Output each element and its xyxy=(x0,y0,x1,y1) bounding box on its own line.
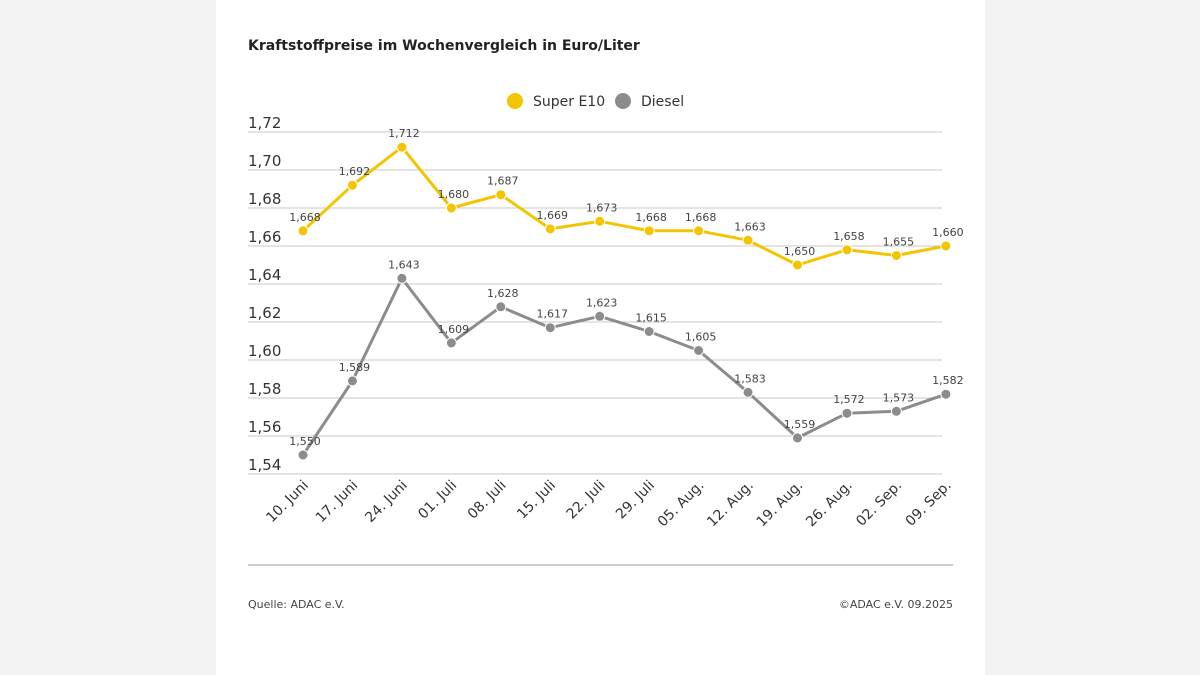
data-point xyxy=(742,234,754,246)
x-tick-label: 29. Juli xyxy=(613,478,658,523)
data-label: 1,609 xyxy=(438,323,470,336)
data-point xyxy=(544,223,556,235)
data-point xyxy=(445,202,457,214)
data-point xyxy=(495,189,507,201)
x-tick-label: 05. Aug. xyxy=(655,478,708,531)
y-tick-label: 1,68 xyxy=(248,190,281,208)
source-note: Quelle: ADAC e.V. xyxy=(248,598,345,611)
data-point xyxy=(841,407,853,419)
data-label: 1,668 xyxy=(635,211,667,224)
legend-marker xyxy=(507,93,523,109)
data-label: 1,660 xyxy=(932,226,964,239)
x-tick-label: 12. Aug. xyxy=(704,478,757,531)
chart-title: Kraftstoffpreise im Wochenvergleich in E… xyxy=(248,38,640,54)
data-label: 1,680 xyxy=(438,188,470,201)
y-tick-label: 1,62 xyxy=(248,304,281,322)
data-point xyxy=(940,388,952,400)
y-tick-label: 1,64 xyxy=(248,266,281,284)
data-point xyxy=(792,432,803,444)
data-label: 1,643 xyxy=(388,258,420,271)
y-tick-label: 1,70 xyxy=(248,152,281,170)
data-label: 1,583 xyxy=(734,372,766,385)
data-point xyxy=(643,225,655,237)
data-point xyxy=(890,250,902,261)
data-label: 1,687 xyxy=(487,175,519,188)
y-tick-label: 1,66 xyxy=(248,228,281,246)
data-point xyxy=(396,141,408,153)
data-label: 1,650 xyxy=(784,245,816,258)
data-label: 1,669 xyxy=(537,209,569,222)
data-point xyxy=(544,322,556,334)
data-point xyxy=(841,244,853,256)
data-point xyxy=(792,259,803,271)
data-label: 1,663 xyxy=(734,220,766,233)
x-tick-label: 10. Juni xyxy=(263,478,311,526)
data-point xyxy=(594,215,606,227)
data-label: 1,668 xyxy=(685,211,717,224)
y-tick-label: 1,60 xyxy=(248,342,281,360)
x-tick-label: 24. Juni xyxy=(362,478,410,526)
data-point xyxy=(594,310,606,322)
copyright-note: ©ADAC e.V. 09.2025 xyxy=(838,598,953,611)
data-label: 1,572 xyxy=(833,393,865,406)
chart-card xyxy=(216,0,985,675)
x-tick-label: 01. Juli xyxy=(415,478,460,523)
data-point xyxy=(297,449,309,461)
data-point xyxy=(643,326,655,337)
data-point xyxy=(297,225,309,237)
data-label: 1,628 xyxy=(487,287,519,300)
data-label: 1,559 xyxy=(784,418,816,431)
data-label: 1,712 xyxy=(388,127,420,140)
legend-label: Diesel xyxy=(641,94,684,110)
x-tick-label: 02. Sep. xyxy=(853,478,905,530)
data-point xyxy=(890,405,902,417)
y-tick-label: 1,54 xyxy=(248,456,281,474)
data-label: 1,623 xyxy=(586,296,618,309)
series-line xyxy=(301,145,947,267)
y-tick-label: 1,56 xyxy=(248,418,281,436)
x-tick-label: 22. Juli xyxy=(564,478,609,523)
y-tick-label: 1,58 xyxy=(248,380,281,398)
data-point xyxy=(742,386,754,398)
x-tick-label: 09. Sep. xyxy=(903,478,955,530)
data-label: 1,655 xyxy=(883,236,915,249)
data-point xyxy=(396,272,408,284)
data-label: 1,668 xyxy=(289,211,321,224)
data-point xyxy=(693,345,705,356)
data-label: 1,573 xyxy=(883,391,915,404)
x-tick-label: 15. Juli xyxy=(514,478,559,523)
x-tick-label: 19. Aug. xyxy=(754,478,807,531)
data-point xyxy=(346,375,358,387)
data-label: 1,617 xyxy=(537,308,569,321)
data-point xyxy=(940,240,952,252)
data-label: 1,615 xyxy=(635,312,667,325)
data-label: 1,692 xyxy=(339,165,371,178)
data-label: 1,658 xyxy=(833,230,865,243)
y-tick-label: 1,72 xyxy=(248,114,281,132)
data-point xyxy=(495,301,507,313)
data-label: 1,589 xyxy=(339,361,371,374)
series-line xyxy=(301,276,947,456)
x-tick-label: 17. Juni xyxy=(313,478,361,526)
data-point xyxy=(693,225,705,237)
data-point xyxy=(445,337,457,349)
x-tick-label: 08. Juli xyxy=(465,478,510,523)
x-tick-label: 26. Aug. xyxy=(803,478,856,531)
legend-label: Super E10 xyxy=(533,94,605,110)
data-label: 1,582 xyxy=(932,374,964,387)
data-label: 1,673 xyxy=(586,201,618,214)
data-label: 1,550 xyxy=(289,435,321,448)
legend-marker xyxy=(615,93,631,109)
data-label: 1,605 xyxy=(685,331,717,344)
data-point xyxy=(346,179,358,191)
